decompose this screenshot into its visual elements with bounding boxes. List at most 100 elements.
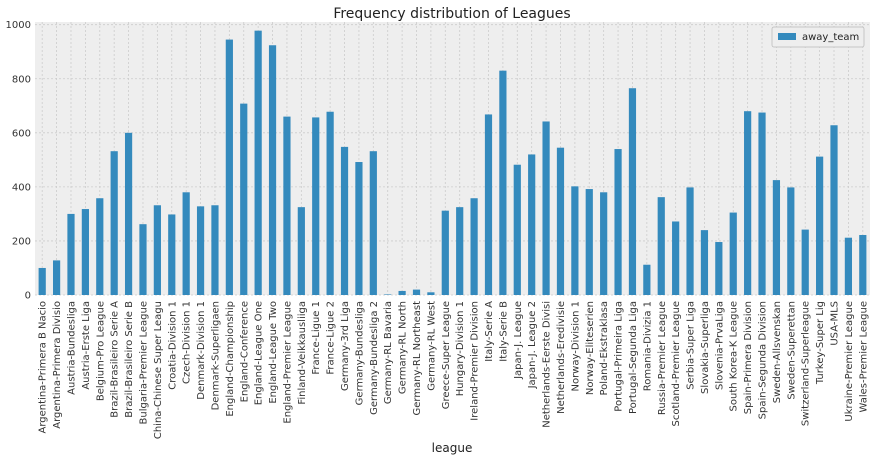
bar-56: [844, 237, 853, 295]
x-tick-label: Germany-RL West: [426, 301, 437, 391]
bar-5: [110, 151, 118, 295]
bar-17: [283, 116, 291, 295]
bar-6: [124, 132, 133, 295]
bar-10: [182, 192, 190, 295]
bar-1: [52, 260, 61, 295]
bars-group: [38, 30, 867, 296]
x-tick-label: Japan-J. League: [513, 301, 524, 380]
x-tick-label: Italy-Serie B: [498, 301, 509, 362]
x-tick-label: Serbia-Super Liga: [686, 301, 697, 390]
bar-33: [513, 164, 521, 295]
bar-31: [484, 114, 493, 295]
x-tick-label: Germany-Bundesliga: [354, 301, 365, 405]
bar-39: [600, 192, 608, 295]
y-tick-label: 1000: [6, 20, 31, 31]
x-tick-label: USA-MLS: [830, 301, 841, 346]
bar-0: [38, 267, 46, 295]
bar-30: [470, 198, 478, 295]
bar-13: [225, 39, 233, 295]
y-tick-label: 600: [12, 128, 31, 139]
x-tick-label: Czech-Division 1: [182, 301, 193, 384]
bar-46: [700, 230, 709, 295]
bar-7: [139, 224, 147, 295]
bar-8: [153, 205, 161, 295]
bar-35: [542, 121, 550, 296]
x-tick-label: Turkey-Super Lig: [815, 301, 826, 385]
x-tick-label: England-Premier League: [282, 301, 293, 424]
bar-32: [499, 70, 507, 295]
x-tick-label: Brazil-Brasileiro Serie B: [124, 301, 135, 418]
bar-16: [268, 45, 277, 295]
x-tick-label: Portugal-Primeira Liga: [614, 301, 625, 412]
x-tick-label: South Korea-K League: [729, 301, 740, 411]
bar-20: [326, 111, 334, 295]
x-tick-label: Germany-RL Bavaria: [383, 301, 394, 404]
x-tick-label: Ireland-Premier Division: [470, 301, 481, 421]
x-tick-label: Germany-RL North: [398, 301, 409, 394]
bar-55: [830, 125, 838, 295]
x-tick-label: Germany-Bundesliga 2: [369, 301, 380, 415]
bar-43: [657, 197, 665, 295]
x-tick-label: Spain-Segunda Division: [758, 301, 769, 419]
bar-28: [441, 210, 449, 295]
x-tick-label: Portugal-Segunda Liga: [628, 301, 639, 414]
x-tick-label: China-Chinese Super Leagu: [153, 301, 164, 439]
x-tick-label: Japan-J. League 2: [527, 301, 538, 389]
x-tick-label: Belgium-Pro League: [95, 301, 106, 401]
bar-50: [758, 112, 766, 296]
bar-9: [168, 214, 176, 295]
bar-23: [369, 151, 377, 295]
bar-47: [715, 242, 723, 295]
bar-27: [427, 292, 435, 295]
x-tick-label: Norway-Division 1: [570, 301, 581, 392]
bar-53: [801, 229, 809, 295]
bar-26: [412, 289, 421, 295]
x-tick-label: Germany-RL Northeast: [412, 301, 423, 416]
bar-54: [816, 156, 824, 295]
y-tick-label: 400: [12, 182, 31, 193]
x-axis-ticks: Argentina-Primera B Nacio Argentina-Prime…: [38, 301, 870, 439]
x-tick-label: Austria-Bundesliga: [66, 301, 77, 395]
x-tick-label: Wales-Premier League: [858, 301, 869, 413]
legend-box: [771, 26, 865, 48]
x-tick-label: Slovakia-Superliga: [700, 301, 711, 394]
x-tick-label: Netherlands-Eerste Divisi: [542, 301, 553, 428]
bar-11: [196, 206, 205, 295]
x-tick-label: England-League One: [254, 301, 265, 405]
x-tick-label: Denmark-Superligaen: [210, 301, 221, 410]
bar-57: [859, 234, 867, 295]
bar-18: [297, 207, 305, 295]
bar-42: [643, 264, 651, 295]
legend-swatch: [778, 33, 796, 40]
x-tick-label: France-Ligue 2: [326, 301, 337, 375]
bar-37: [571, 186, 579, 295]
x-tick-label: Croatia-Division 1: [167, 301, 178, 390]
bar-41: [628, 88, 637, 295]
bar-21: [340, 146, 349, 295]
x-axis-title: league: [432, 441, 473, 455]
x-tick-label: Norway-Eliteserien: [585, 301, 596, 395]
bar-19: [312, 117, 320, 295]
bar-38: [585, 189, 593, 295]
bar-4: [96, 198, 104, 295]
bar-52: [787, 187, 795, 295]
x-tick-label: Netherlands-Eredivisie: [556, 301, 567, 414]
bar-45: [686, 187, 694, 295]
x-tick-label: Argentina-Primera Divisio: [52, 301, 63, 429]
x-tick-label: Slovenia-PrvaLiga: [714, 301, 725, 390]
x-tick-label: Sweden-Allsvenskan: [772, 301, 783, 403]
bar-34: [528, 154, 536, 295]
bar-48: [729, 212, 737, 295]
x-tick-label: England-Championship: [225, 301, 236, 417]
x-tick-label: Germany-3rd Liga: [340, 301, 351, 391]
x-tick-label: Bulgaria-Premier League: [138, 301, 149, 424]
bar-2: [67, 213, 75, 295]
bar-51: [772, 180, 781, 295]
bar-49: [744, 111, 752, 295]
y-tick-label: 800: [12, 74, 31, 85]
x-tick-label: Denmark-Division 1: [196, 301, 207, 400]
bar-15: [254, 30, 262, 295]
x-tick-label: Brazil-Brasileiro Serie A: [110, 301, 121, 418]
y-tick-label: 0: [25, 291, 31, 302]
